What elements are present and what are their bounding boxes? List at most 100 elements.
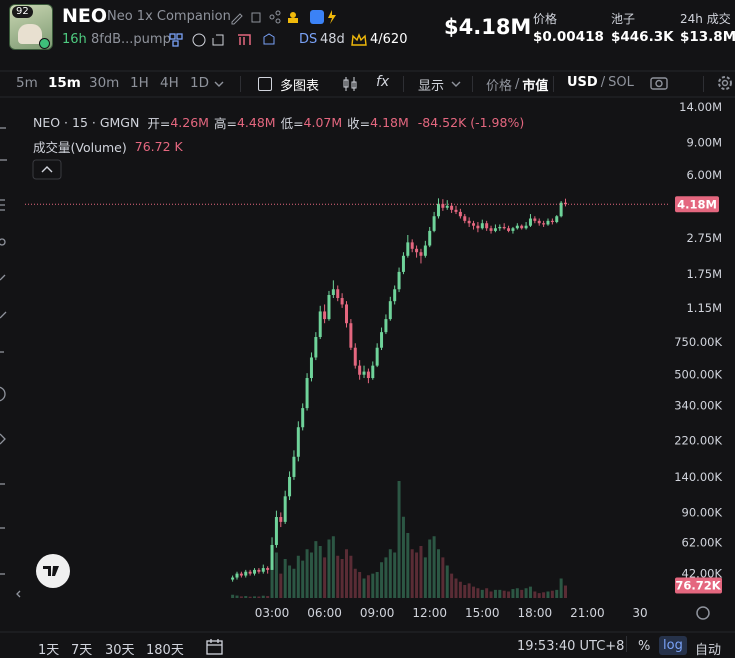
volume-bar (445, 565, 449, 598)
price-mcap-toggle: 价格 / 市值 (486, 75, 548, 94)
percent-toggle[interactable]: % (638, 639, 651, 654)
ohlc-label: 开= (147, 116, 171, 131)
screenshot-icon[interactable] (649, 74, 669, 92)
calendar (206, 640, 223, 655)
range-button[interactable]: 180天 (146, 643, 184, 658)
tool-icon[interactable] (0, 274, 6, 281)
volume-bar (318, 546, 322, 598)
volume-bar (358, 572, 362, 598)
separator (403, 76, 404, 92)
verified-badge (310, 10, 324, 24)
range-button[interactable]: 7天 (71, 643, 93, 658)
tool-icon[interactable] (0, 386, 6, 402)
slash: / (515, 77, 520, 92)
candle-body (520, 225, 524, 229)
tool-icon[interactable] (0, 311, 7, 319)
candle-body (266, 568, 270, 570)
tool-icon[interactable] (0, 433, 6, 445)
ohlc-legend: NEO · 15 · GMGN 开= 4.26M 高= 4.48M 低= 4.07M 收= 4… (33, 113, 524, 132)
volume-bar (353, 568, 357, 598)
date-range-icon[interactable] (205, 638, 225, 656)
volume-bar (231, 594, 235, 598)
separator (472, 76, 473, 92)
settings-icon[interactable] (696, 606, 710, 620)
volume-bar (393, 552, 397, 598)
ohlc-label: 收= (347, 116, 371, 131)
y-tick-label: 9.00M (686, 136, 722, 150)
edit-icon[interactable] (231, 13, 243, 25)
interval-button[interactable]: 30m (89, 75, 120, 91)
interval-button[interactable]: 1H (130, 75, 149, 91)
checkbox[interactable] (258, 77, 272, 91)
price-option[interactable]: 价格 (486, 79, 513, 94)
candle-body (502, 226, 506, 229)
x-tick-label: 12:00 (412, 606, 447, 620)
volume-bar (309, 552, 313, 598)
candle-body (301, 408, 305, 428)
candle-body (559, 202, 563, 217)
ticker: NEO (62, 5, 108, 27)
bridge-icon[interactable] (238, 34, 251, 45)
collapse-arrow[interactable] (16, 590, 21, 598)
y-tick-label: 340.00K (674, 399, 722, 413)
volume-bar (336, 555, 340, 598)
home-icon[interactable] (263, 33, 275, 45)
ohlc-value: 4.18M (370, 115, 409, 130)
clock[interactable]: 19:53:40 UTC+8 (517, 639, 625, 654)
display-menu[interactable]: 显示 (418, 79, 445, 94)
interval-button[interactable]: 4H (160, 75, 179, 91)
tool-icon[interactable] (0, 238, 6, 246)
address[interactable]: 8fdB...pump (91, 32, 171, 47)
dropdown-icon[interactable] (449, 78, 463, 90)
candle-body (524, 225, 528, 229)
avatar[interactable]: 92 (9, 4, 53, 50)
candle-body (401, 255, 405, 272)
menu-icon[interactable] (192, 33, 206, 47)
range-button[interactable]: 30天 (105, 643, 135, 658)
stat-value: $0.00418 (533, 29, 604, 45)
candle-body (353, 347, 357, 366)
dropdown-icon[interactable] (212, 78, 226, 90)
share-icon[interactable] (269, 14, 275, 20)
volume-bar (340, 559, 344, 598)
auto-toggle[interactable]: 自动 (695, 643, 722, 658)
volume-bar (323, 557, 327, 598)
y-tick-label: 14.00M (679, 100, 722, 114)
stat-value: $446.3K (611, 29, 674, 45)
settings-icon[interactable] (715, 74, 735, 92)
volume-bar (476, 588, 480, 598)
x-tick-label: 21:00 (570, 606, 605, 620)
interval-button[interactable]: 5m (16, 75, 38, 91)
log-toggle[interactable]: log (659, 636, 687, 655)
volume-bar (415, 552, 419, 598)
interval-button[interactable]: 15m (48, 75, 81, 91)
volume-bar (384, 557, 388, 598)
status-dot (39, 38, 50, 49)
collapse-button[interactable] (32, 159, 62, 180)
mcap-option[interactable]: 市值 (522, 79, 549, 94)
tool-icon[interactable] (0, 199, 5, 211)
candle-body (445, 205, 449, 208)
candle-body (480, 223, 484, 229)
gear (718, 76, 732, 90)
ohlc-values: 开= 4.26M 高= 4.48M 低= 4.07M 收= 4.18M (147, 113, 413, 132)
sol-option[interactable]: SOL (608, 75, 634, 90)
cluster-icon[interactable] (169, 33, 176, 40)
chart-icon[interactable] (212, 34, 224, 46)
indicator-button[interactable]: fx (376, 74, 390, 90)
candle-body (397, 271, 401, 290)
copy-icon[interactable] (251, 12, 261, 23)
candle-body (388, 301, 392, 320)
candle-body (248, 571, 252, 574)
range-button[interactable]: 1天 (38, 643, 60, 658)
people-icon[interactable] (290, 12, 296, 18)
volume-bar (274, 552, 278, 598)
gear-hole (721, 79, 729, 87)
calendar-lines (207, 639, 222, 646)
candle-type-icon[interactable] (341, 75, 359, 93)
usd-option[interactable]: USD (567, 75, 598, 90)
volume-bar (542, 592, 546, 598)
multi-chart[interactable]: 多图表 (280, 79, 320, 94)
interval-button[interactable]: 1D (190, 75, 209, 91)
volume-bar (406, 533, 410, 598)
